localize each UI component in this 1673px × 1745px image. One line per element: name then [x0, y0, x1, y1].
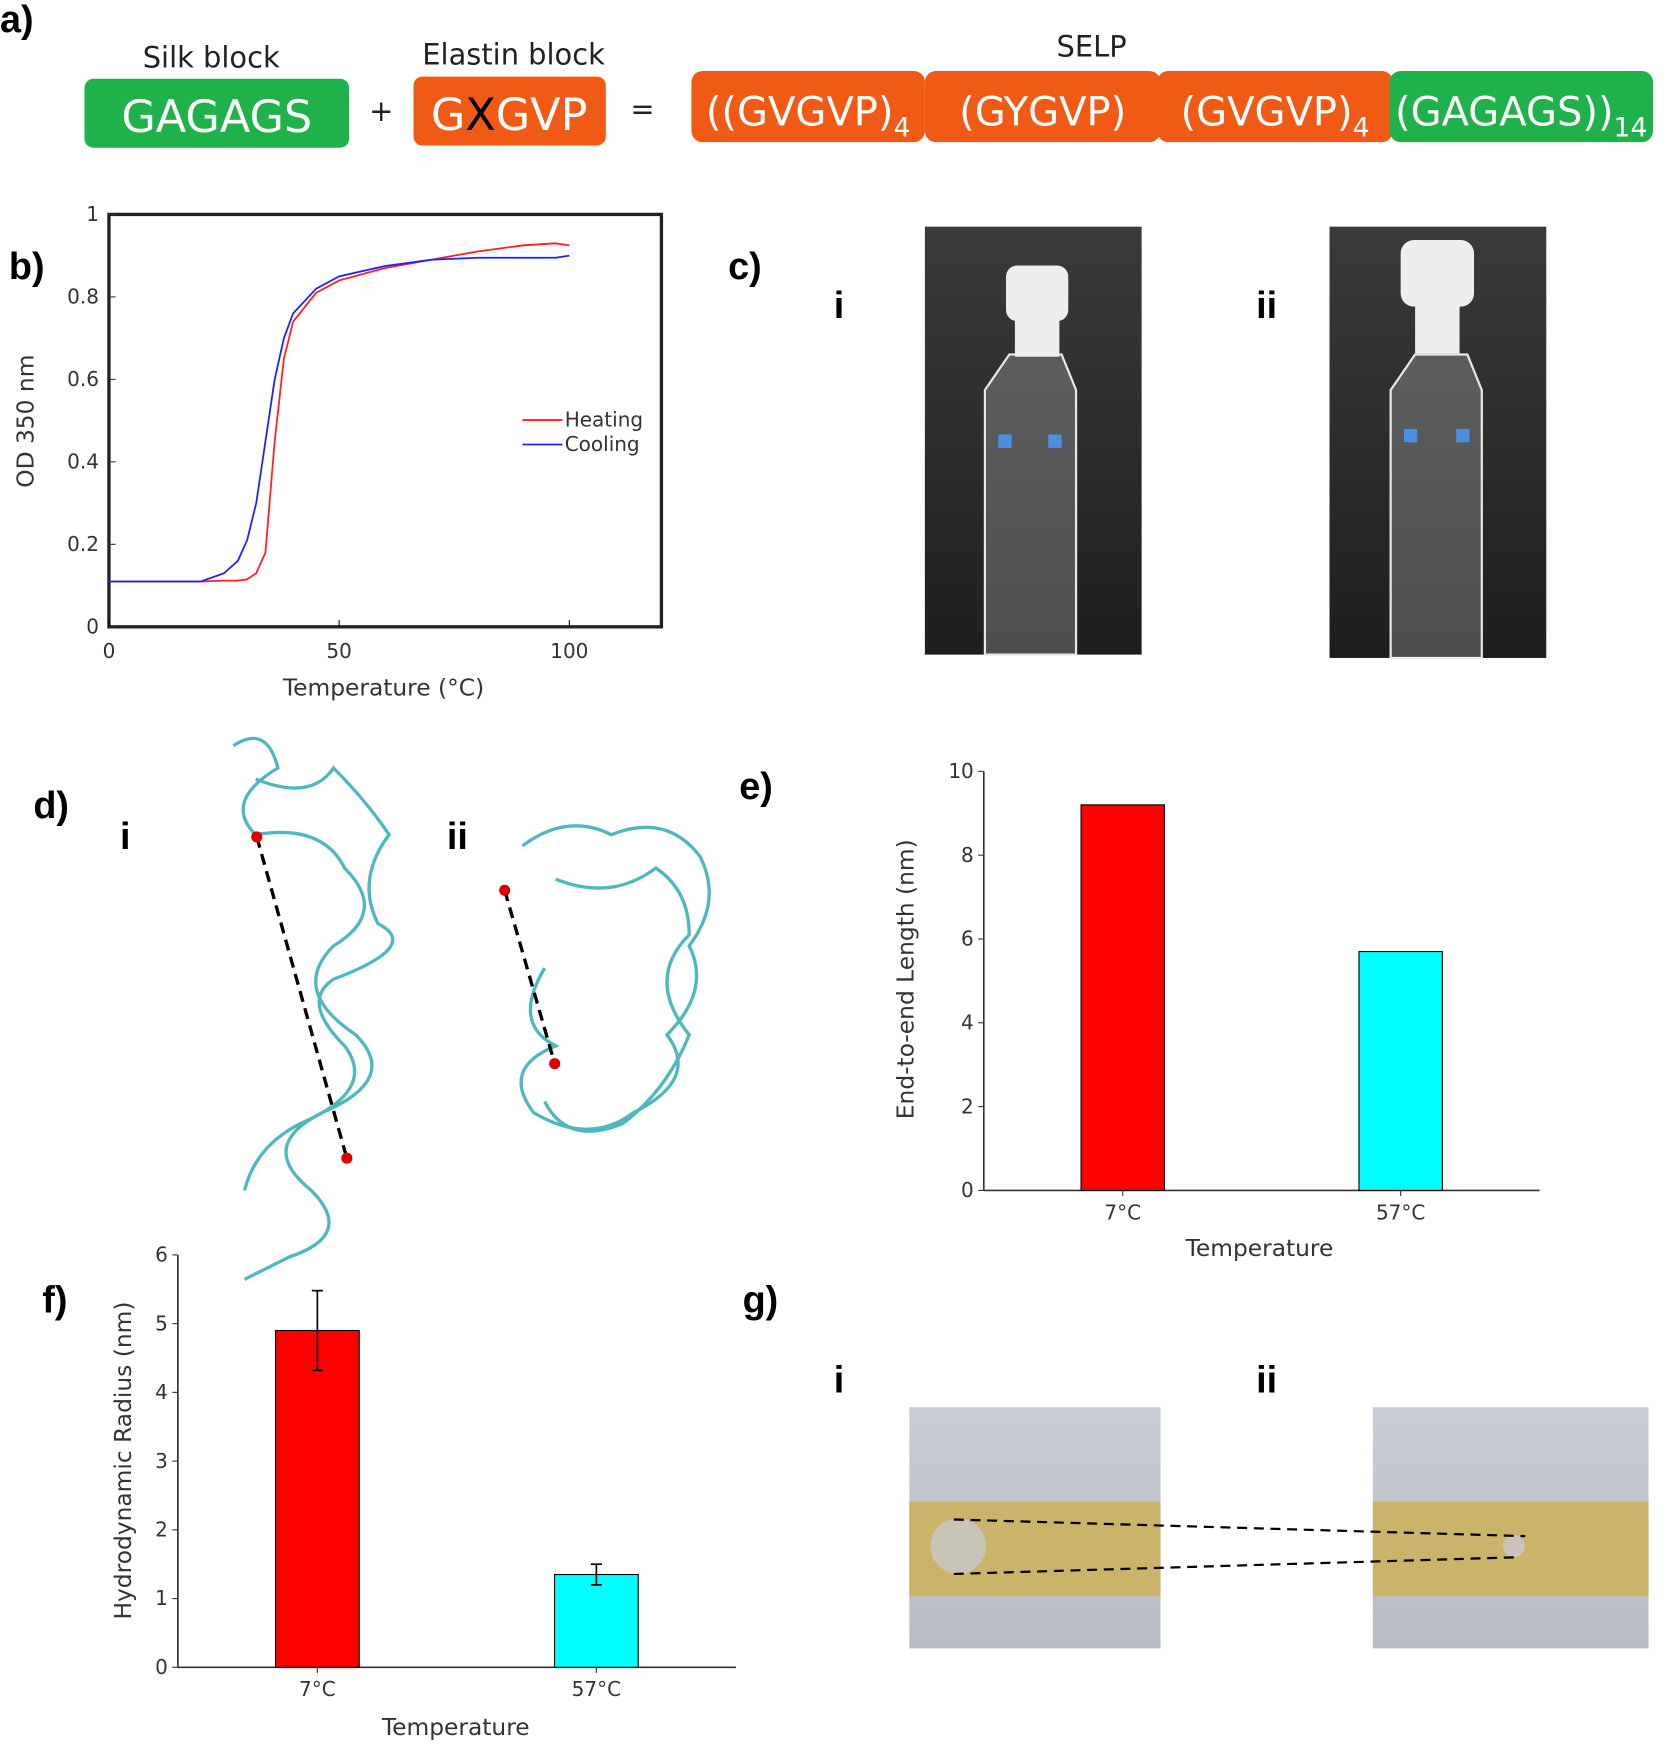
y-tick-label: 8 [961, 843, 974, 867]
silk-block [84, 78, 350, 148]
plus: + [369, 94, 393, 128]
y-tick-label: 0.4 [67, 450, 99, 474]
panel-label: g) [743, 1280, 779, 1322]
residue: GVP [496, 90, 588, 141]
subscript: 14 [1614, 113, 1648, 144]
subscript: 4 [893, 113, 910, 144]
y-tick-label: 3 [155, 1449, 168, 1473]
y-tick-label: 6 [155, 1243, 168, 1267]
y-tick-label: 0 [86, 615, 99, 639]
elastin-block [413, 76, 606, 146]
silk-label: Silk block [143, 41, 280, 75]
unit: (GVGVP) [1181, 89, 1353, 135]
x-tick-label: 50 [326, 639, 351, 663]
panel-label: d) [33, 785, 69, 827]
x-tick-label: 0 [103, 639, 116, 663]
y-tick-label: 0.6 [67, 367, 99, 391]
x-axis-label: Temperature [1185, 1234, 1334, 1262]
legend-label: Cooling [565, 432, 640, 456]
selp-block [924, 71, 1161, 143]
equals: = [630, 92, 654, 126]
y-tick-label: 0.8 [67, 285, 99, 309]
selp-text: (GYGVP) [959, 89, 1126, 135]
sub-label: ii [1256, 285, 1277, 327]
selp-label: SELP [1057, 30, 1127, 64]
error-bar [590, 1563, 602, 1586]
subscript: 4 [1353, 113, 1370, 144]
y-tick-label: 4 [961, 1010, 974, 1034]
y-tick-label: 2 [961, 1094, 974, 1118]
error-bar [311, 1289, 323, 1372]
y-axis-label: OD 350 nm [11, 355, 39, 488]
elastin-label: Elastin block [422, 37, 605, 71]
panel-label: f) [42, 1280, 67, 1322]
sub-label: i [120, 816, 131, 858]
y-tick-label: 5 [155, 1311, 168, 1335]
photo [924, 226, 1547, 660]
x-tick-label: 7°C [299, 1677, 336, 1701]
sub-label: ii [1256, 1360, 1277, 1402]
series-line [108, 254, 570, 583]
y-tick-label: 1 [155, 1586, 168, 1610]
selp-text: ((GVGVP)4 [706, 89, 911, 143]
panel-label: e) [739, 766, 773, 808]
x-tick-label: 57°C [572, 1677, 621, 1701]
selp-text: (GVGVP)4 [1181, 89, 1370, 143]
panel-label: c) [728, 246, 762, 288]
y-tick-label: 0.2 [67, 532, 99, 556]
y-tick-label: 1 [86, 202, 99, 226]
y-tick-label: 10 [948, 759, 973, 783]
x-axis-label: Temperature [381, 1713, 530, 1741]
panel-label: a) [0, 0, 34, 41]
x-tick-label: 7°C [1104, 1200, 1141, 1224]
plot-frame [107, 212, 664, 629]
sub-label: i [834, 1360, 845, 1402]
legend-label: Heating [565, 408, 643, 432]
y-tick-label: 2 [155, 1518, 168, 1542]
sub-label: i [834, 285, 845, 327]
selp-block [691, 71, 925, 143]
bar [553, 1573, 639, 1668]
selp-block [1157, 71, 1393, 143]
panel-label: b) [9, 246, 45, 288]
x-tick-label: 57°C [1376, 1200, 1425, 1224]
x-tick-label: 100 [550, 639, 588, 663]
bar [274, 1329, 360, 1668]
elastin-text: GXGVP [431, 90, 588, 141]
photo [909, 1407, 1649, 1649]
y-tick-label: 6 [961, 927, 974, 951]
y-tick-label: 4 [155, 1380, 168, 1404]
end-to-end [251, 831, 561, 1164]
silk-text: GAGAGS [121, 92, 312, 143]
selp-text: (GAGAGS))14 [1395, 89, 1647, 143]
y-axis-label: Hydrodynamic Radius (nm) [109, 1302, 137, 1620]
y-axis-label: End-to-end Length (nm) [892, 839, 920, 1119]
unit: (GAGAGS)) [1395, 89, 1614, 135]
bar [1358, 950, 1443, 1191]
molecule [232, 736, 711, 1281]
residue: G [431, 90, 465, 141]
unit: (GYGVP) [959, 89, 1126, 135]
y-tick-label: 0 [155, 1655, 168, 1679]
unit: ((GVGVP) [706, 89, 894, 135]
x-axis-label: Temperature (°C) [282, 674, 484, 702]
y-tick-label: 0 [961, 1178, 974, 1202]
sub-label: ii [447, 816, 468, 858]
bar [1080, 804, 1165, 1191]
residue: X [465, 90, 495, 141]
selp-block [1389, 71, 1653, 143]
series-line [108, 242, 570, 583]
